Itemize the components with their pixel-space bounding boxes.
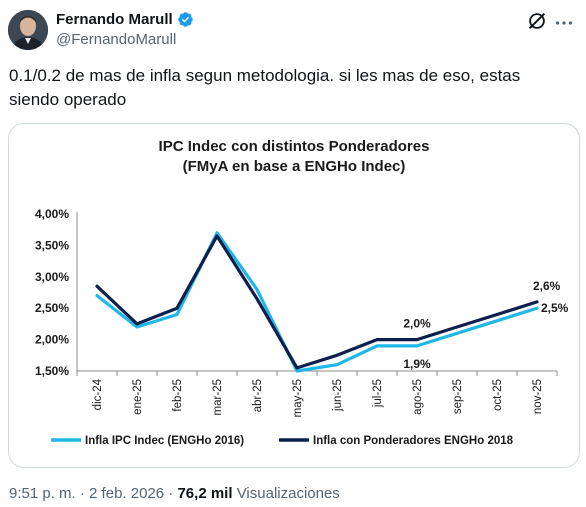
data-label: 2,0% <box>403 317 431 331</box>
data-label: 2,5% <box>541 301 569 315</box>
data-label: 2,6% <box>533 279 561 293</box>
author-name[interactable]: Fernando Marull <box>56 11 173 28</box>
y-tick-label: 4,00% <box>35 207 69 221</box>
y-tick-label: 2,50% <box>35 301 69 315</box>
x-tick-label: ene-25 <box>132 379 144 415</box>
legend-label-1: Infla con Ponderadores ENGHo 2018 <box>313 435 514 447</box>
meta-separator: · <box>75 485 90 502</box>
data-labels: 2,0% 1,9% 2,6% 2,5% <box>403 279 568 371</box>
x-tick-label: ago-25 <box>412 379 424 415</box>
legend: Infla IPC Indec (ENGHo 2016) Infla con Po… <box>51 435 514 447</box>
y-tick-label: 3,50% <box>35 238 69 252</box>
x-axis: dic-24 ene-25 feb-25 mar-25 abr-25 may-25 jun-… <box>76 370 558 417</box>
x-tick-label: sep-25 <box>452 379 464 414</box>
y-tick-label: 3,00% <box>35 270 69 284</box>
avatar[interactable] <box>8 10 48 50</box>
x-tick-label: oct-25 <box>492 379 504 411</box>
x-tick-label: jul-25 <box>372 379 384 408</box>
chart-title: IPC Indec con distintos Ponderadores <box>159 138 430 155</box>
data-label: 1,9% <box>403 357 431 371</box>
tweet-text: 0.1/0.2 de mas de infla segun metodologi… <box>9 66 521 109</box>
series-line-1 <box>95 234 539 370</box>
chart-subtitle: (FMyA en base a ENGHo Indec) <box>183 158 406 175</box>
line-chart: IPC Indec con distintos Ponderadores (FM… <box>35 138 569 447</box>
views-label: Visualizaciones <box>236 485 340 502</box>
views-count: 76,2 mil <box>177 485 233 502</box>
x-tick-label: jun-25 <box>332 379 344 412</box>
series-lines <box>95 231 539 373</box>
y-axis: 4,00% 3,50% 3,00% 2,50% 2,00% 1,50% <box>35 207 78 378</box>
x-tick-label: mar-25 <box>212 379 224 415</box>
x-tick-label: nov-25 <box>532 379 544 414</box>
tweet-meta: 9:51 p. m. · 2 feb. 2026 · 76,2 mil Visu… <box>9 485 340 502</box>
tweet-media-chart[interactable]: IPC Indec con distintos Ponderadores (FM… <box>8 123 580 468</box>
avatar-image <box>8 10 48 50</box>
series-line-0 <box>95 231 539 373</box>
tweet-time[interactable]: 9:51 p. m. <box>9 485 76 502</box>
tweet-date[interactable]: 2 feb. 2026 <box>89 485 165 502</box>
meta-separator-2: · <box>164 485 178 502</box>
x-tick-label: abr-25 <box>252 379 264 412</box>
author-block: Fernando Marull @FernandoMarull <box>56 11 194 48</box>
x-tick-label: feb-25 <box>172 379 184 412</box>
y-tick-label: 1,50% <box>35 364 69 378</box>
more-icon[interactable] <box>553 12 575 34</box>
legend-label-0: Infla IPC Indec (ENGHo 2016) <box>85 435 244 447</box>
x-tick-label: may-25 <box>292 379 304 417</box>
author-handle[interactable]: @FernandoMarull <box>56 31 177 48</box>
y-tick-label: 2,00% <box>35 333 69 347</box>
grok-icon[interactable] <box>526 10 548 32</box>
verified-badge-icon <box>177 12 193 27</box>
x-tick-label: dic-24 <box>92 378 104 410</box>
